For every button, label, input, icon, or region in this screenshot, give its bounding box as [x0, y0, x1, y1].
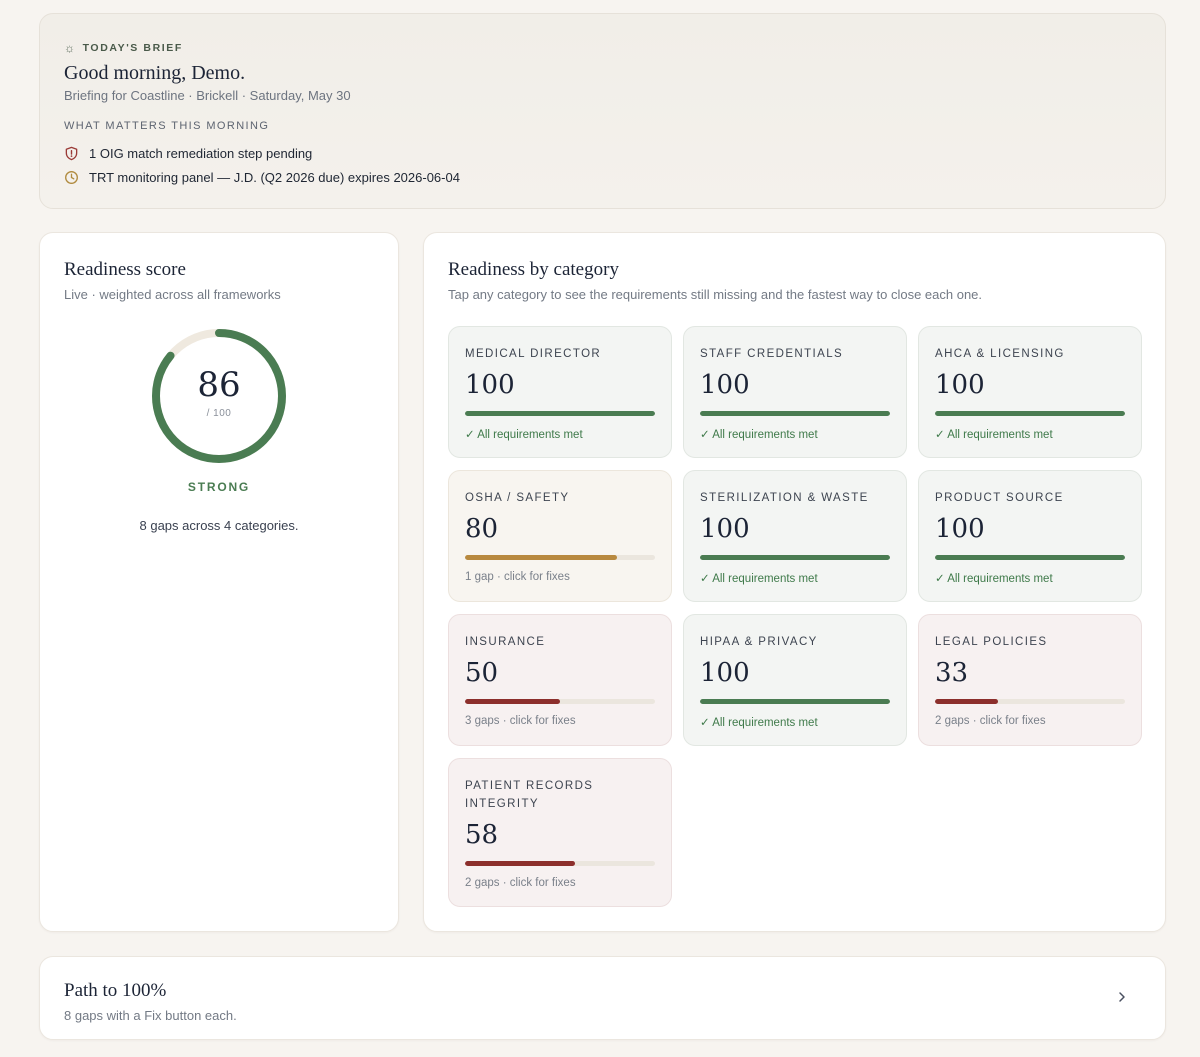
category-progress-bar [465, 861, 655, 866]
category-status-note: ✓ All requirements met [700, 429, 818, 441]
gaps-summary: 8 gaps across 4 categories. [139, 518, 299, 533]
category-name: Legal Policies [935, 636, 1048, 648]
category-progress-fill [935, 555, 1125, 560]
category-tile[interactable]: Product Source 100 ✓ All requirements met [918, 470, 1142, 602]
score-ring-center: 86 / 100 [149, 326, 289, 466]
category-score: 100 [935, 514, 985, 544]
chevron-right-icon[interactable] [1115, 987, 1129, 1007]
category-name: Insurance [465, 636, 546, 648]
category-progress-fill [465, 699, 560, 704]
category-progress-bar [465, 411, 655, 416]
category-progress-bar [935, 411, 1125, 416]
category-progress-fill [465, 861, 576, 866]
category-tile[interactable]: OSHA / Safety 80 1 gap · click for fixes [448, 470, 672, 602]
category-name: OSHA / Safety [465, 492, 570, 504]
category-score: 58 [465, 820, 499, 850]
category-tile[interactable]: Staff Credentials 100 ✓ All requirements m… [683, 326, 907, 458]
category-progress-bar [700, 699, 890, 704]
brief-item-text: 1 OIG match remediation step pending [89, 145, 313, 161]
category-score: 100 [700, 370, 750, 400]
greeting-title: Good morning, Demo. [64, 62, 246, 84]
category-name: AHCA & Licensing [935, 348, 1065, 360]
category-tile[interactable]: AHCA & Licensing 100 ✓ All requirements me… [918, 326, 1142, 458]
readiness-score-title: Readiness score [64, 259, 186, 280]
category-section-title: Readiness by category [448, 259, 619, 280]
category-score: 80 [465, 514, 499, 544]
category-status-note: ✓ All requirements met [465, 429, 583, 441]
category-status-note: 2 gaps · click for fixes [935, 715, 1046, 727]
todays-brief-card: ☼ TODAY'S BRIEF Good morning, Demo. Brie… [39, 13, 1166, 209]
score-ring: 86 / 100 [149, 326, 289, 466]
category-tile[interactable]: Insurance 50 3 gaps · click for fixes [448, 614, 672, 746]
score-denominator: / 100 [206, 407, 232, 419]
category-progress-fill [700, 411, 890, 416]
category-name: Product Source [935, 492, 1064, 504]
category-progress-fill [935, 699, 998, 704]
readiness-by-category-card: Readiness by category Tap any category t… [423, 232, 1166, 932]
score-ring-graphic [152, 329, 286, 463]
category-score: 100 [935, 370, 985, 400]
category-tile[interactable]: Sterilization & Waste 100 ✓ All requiremen… [683, 470, 907, 602]
category-progress-fill [465, 555, 617, 560]
brief-eyebrow-label: TODAY'S BRIEF [82, 42, 183, 54]
category-score: 33 [935, 658, 969, 688]
category-progress-bar [700, 555, 890, 560]
brief-item-trt[interactable]: TRT monitoring panel — J.D. (Q2 2026 due… [64, 165, 1141, 189]
clock-icon [65, 170, 78, 184]
what-matters-label: WHAT MATTERS THIS MORNING [64, 120, 270, 132]
sun-icon: ☼ [64, 41, 77, 55]
category-name: Staff Credentials [700, 348, 844, 360]
category-score: 100 [700, 658, 750, 688]
briefing-subtitle: Briefing for Coastline · Brickell · Satu… [64, 88, 351, 103]
category-score: 100 [700, 514, 750, 544]
brief-items-list: 1 OIG match remediation step pending TRT… [64, 141, 1141, 189]
brief-item-oig[interactable]: 1 OIG match remediation step pending [64, 141, 1141, 165]
category-progress-bar [465, 555, 655, 560]
category-score: 50 [465, 658, 499, 688]
category-status-note: 1 gap · click for fixes [465, 571, 570, 583]
category-status-note: ✓ All requirements met [700, 717, 818, 729]
category-tile[interactable]: Medical Director 100 ✓ All requirements me… [448, 326, 672, 458]
category-tile[interactable]: Legal Policies 33 2 gaps · click for fixes [918, 614, 1142, 746]
score-ring-progress [152, 329, 286, 463]
category-progress-fill [700, 555, 890, 560]
brief-item-text: TRT monitoring panel — J.D. (Q2 2026 due… [89, 169, 460, 185]
category-status-note: 2 gaps · click for fixes [465, 877, 576, 889]
category-section-subtitle: Tap any category to see the requirements… [448, 287, 983, 302]
category-progress-bar [700, 411, 890, 416]
category-status-note: ✓ All requirements met [935, 573, 1053, 585]
readiness-score-subtitle: Live · weighted across all frameworks [64, 287, 281, 302]
category-progress-bar [935, 555, 1125, 560]
category-progress-fill [935, 411, 1125, 416]
category-tile[interactable]: HIPAA & Privacy 100 ✓ All requirements met [683, 614, 907, 746]
category-name: HIPAA & Privacy [700, 636, 818, 648]
category-progress-bar [935, 699, 1125, 704]
category-name: Medical Director [465, 348, 602, 360]
shield-alert-icon [65, 146, 78, 160]
category-grid: Medical Director 100 ✓ All requirements me… [448, 326, 1142, 907]
category-progress-fill [700, 699, 890, 704]
readiness-score-card: Readiness score Live · weighted across a… [39, 232, 399, 932]
category-status-note: ✓ All requirements met [935, 429, 1053, 441]
category-progress-bar [465, 699, 655, 704]
category-status-note: 3 gaps · click for fixes [465, 715, 576, 727]
category-name: Sterilization & Waste [700, 492, 869, 504]
category-status-note: ✓ All requirements met [700, 573, 818, 585]
brief-eyebrow: ☼ TODAY'S BRIEF [64, 42, 1141, 54]
path-title: Path to 100% [64, 980, 167, 1001]
score-value: 86 [197, 364, 241, 405]
category-score: 100 [465, 370, 515, 400]
category-name: Patient Records Integrity [465, 780, 594, 810]
category-tile[interactable]: Patient Records Integrity 58 2 gaps · clic… [448, 758, 672, 907]
path-subtitle: 8 gaps with a Fix button each. [64, 1008, 237, 1023]
category-progress-fill [465, 411, 655, 416]
score-status: STRONG [187, 480, 251, 494]
path-to-100-card[interactable]: Path to 100% 8 gaps with a Fix button ea… [39, 956, 1166, 1040]
